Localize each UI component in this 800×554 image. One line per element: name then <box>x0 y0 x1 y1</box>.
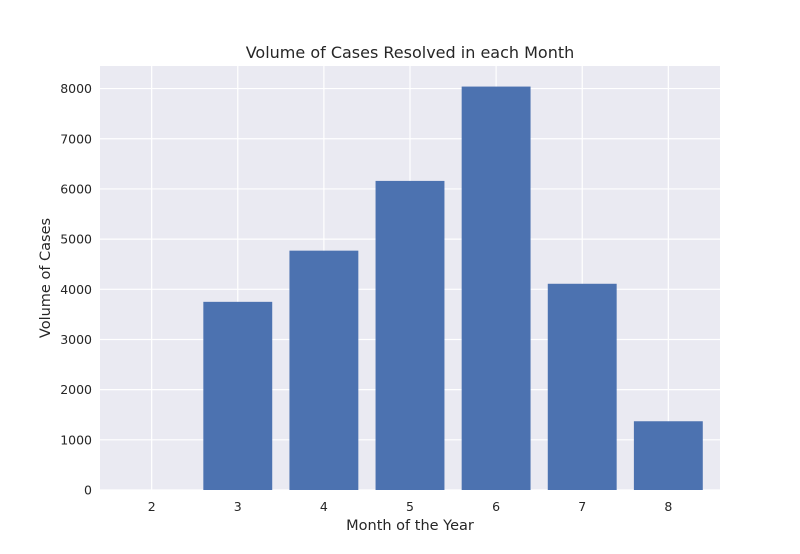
x-tick-label: 8 <box>664 499 672 514</box>
bars <box>203 86 703 491</box>
y-tick-label: 7000 <box>60 131 92 146</box>
x-tick-label: 7 <box>578 499 586 514</box>
chart-title: Volume of Cases Resolved in each Month <box>246 43 575 62</box>
x-tick-label: 5 <box>406 499 414 514</box>
y-axis-label: Volume of Cases <box>38 218 54 338</box>
y-tick-label: 1000 <box>60 432 92 447</box>
y-tick-label: 3000 <box>60 332 92 347</box>
x-tick-label: 2 <box>148 499 156 514</box>
y-tick-label: 8000 <box>60 81 92 96</box>
bar-month-8 <box>633 421 703 490</box>
x-tick-labels: 2 3 4 5 6 7 8 <box>148 499 673 514</box>
bar-month-5 <box>375 180 445 491</box>
bar-month-6 <box>461 86 531 490</box>
x-axis-label: Month of the Year <box>346 518 474 534</box>
y-tick-labels: 0 1000 2000 3000 4000 5000 6000 7000 8000 <box>60 81 92 497</box>
x-tick-label: 3 <box>234 499 242 514</box>
y-tick-label: 0 <box>84 483 92 498</box>
bar-month-4 <box>289 250 359 490</box>
y-tick-label: 5000 <box>60 232 92 247</box>
x-tick-label: 4 <box>320 499 328 514</box>
bar-month-7 <box>547 283 617 490</box>
bar-month-3 <box>203 301 273 490</box>
x-tick-label: 6 <box>492 499 500 514</box>
y-tick-label: 2000 <box>60 382 92 397</box>
y-tick-label: 6000 <box>60 181 92 196</box>
y-tick-label: 4000 <box>60 282 92 297</box>
